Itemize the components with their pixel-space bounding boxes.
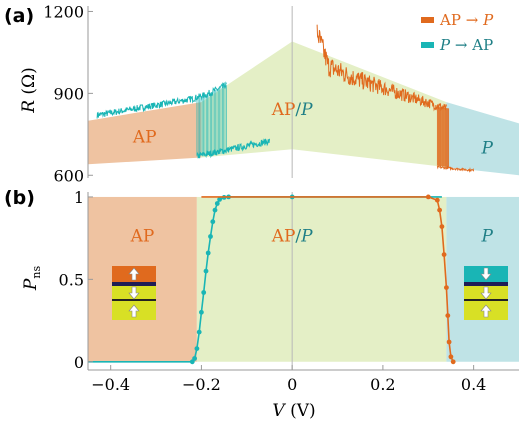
panel-b-xtick-label: 0.4 xyxy=(461,375,486,394)
panel-b-xlabel-unit: (V) xyxy=(290,401,316,421)
series-b-p_to_ap-point xyxy=(217,197,222,202)
panel-b-region-label-p: P xyxy=(481,226,494,246)
panel-b-xtick-label: −0.2 xyxy=(182,375,221,394)
series-b-ap_to_p-point xyxy=(440,224,445,229)
legend-swatch-ap-to-p xyxy=(421,17,434,23)
panel-b-xlabel: V (V) xyxy=(272,401,315,421)
inset-p-stack-barrier xyxy=(464,282,508,286)
panel-a-region-label-ap: AP xyxy=(132,128,157,148)
series-b-ap_to_p-point xyxy=(442,252,447,257)
inset-p-stack xyxy=(464,266,508,320)
panel-a-region-label-mixed-p: P xyxy=(300,100,313,120)
series-b-p_to_ap-point xyxy=(213,208,218,213)
panel-b-xtick-label: 0.2 xyxy=(370,375,395,394)
region-b-mixed xyxy=(197,197,447,362)
panel-a-ylabel-main: R xyxy=(19,100,39,114)
legend-entry-ap-to-p: AP → P xyxy=(439,11,494,29)
series-b-ap_to_p-point xyxy=(426,195,431,200)
panel-a-axes: 600 900 1200 xyxy=(43,2,93,185)
panel-b-ytick-label: 1 xyxy=(74,188,84,207)
series-b-p_to_ap-point xyxy=(201,290,206,295)
panel-b-region-label-mixed-p: P xyxy=(300,226,313,246)
series-b-p_to_ap-point xyxy=(206,251,211,256)
series-b-ap_to_p-point xyxy=(449,354,454,359)
panel-b-xtick-label: −0.4 xyxy=(91,375,130,394)
panel-b-ylabel: Pns xyxy=(21,266,43,292)
legend-swatch-p-to-ap xyxy=(421,42,434,48)
panel-a-legend: AP → P P → AP xyxy=(421,11,494,54)
panel-b-ylabel-main: P xyxy=(21,278,41,291)
legend-ap-to-p-from: AP xyxy=(439,11,461,29)
legend-p-to-ap-to: AP xyxy=(471,36,493,54)
series-b-p_to_ap-point xyxy=(197,330,202,335)
panel-b-region-label-mixed: AP/P xyxy=(271,226,313,246)
series-b-ap_to_p-point xyxy=(444,285,449,290)
panel-a-ytick-label: 1200 xyxy=(43,2,84,21)
series-b-p_to_ap-point xyxy=(199,310,204,315)
panel-b-xlabel-main: V xyxy=(272,401,286,421)
panel-a: (a) R (Ω) 600 900 1200 AP AP/P P AP → P P … xyxy=(4,2,519,185)
series-b-ap_to_p-point xyxy=(437,208,442,213)
panel-b-label: (b) xyxy=(4,187,35,209)
panel-b-ytick-label: 0 xyxy=(74,353,84,372)
legend-ap-to-p-to: P xyxy=(482,11,494,29)
legend-entry-p-to-ap: P → AP xyxy=(439,36,493,54)
series-b-p_to_ap-point xyxy=(195,346,200,351)
panel-b-region-label-ap: AP xyxy=(130,226,155,246)
series-b-p_to_ap-point xyxy=(192,356,197,361)
panel-a-region-label-mixed: AP/P xyxy=(271,100,313,120)
series-b-p_to_ap-point xyxy=(215,201,220,206)
panel-a-region-label-mixed-ap: AP xyxy=(271,100,296,120)
panel-b-region-label-mixed-ap: AP xyxy=(271,226,296,246)
series-b-ap_to_p-point xyxy=(435,198,440,203)
panel-b-xtick-label: 0 xyxy=(287,375,297,394)
panel-a-ytick-label: 900 xyxy=(53,84,84,103)
panel-b: (b) Pns 0 0.5 1 −0.4 −0.2 0 0.2 0.4 AP AP/P P V… xyxy=(4,187,519,421)
inset-ap-stack-barrier xyxy=(112,282,156,286)
panel-b-ytick-label: 0.5 xyxy=(59,270,84,289)
panel-a-ytick-label: 600 xyxy=(53,166,84,185)
inset-ap-stack xyxy=(112,266,156,320)
panel-b-ylabel-sub: ns xyxy=(30,266,43,279)
series-b-ap_to_p-point xyxy=(445,313,450,318)
legend-ap-to-p-arrow: → xyxy=(466,11,479,29)
panel-a-ylabel-unit: (Ω) xyxy=(19,67,39,94)
panel-a-ylabel: R (Ω) xyxy=(19,67,39,114)
panel-a-label: (a) xyxy=(4,5,34,27)
series-b-ap_to_p-point xyxy=(447,340,452,345)
panel-a-region-label-p: P xyxy=(481,138,494,158)
series-b-p_to_ap-point xyxy=(210,219,215,224)
legend-p-to-ap-arrow: → xyxy=(455,36,468,54)
series-b-p_to_ap-point xyxy=(208,234,213,239)
series-b-ap_to_p-point xyxy=(451,359,456,364)
legend-p-to-ap-from: P xyxy=(439,36,451,54)
series-b-p_to_ap-point xyxy=(204,269,209,274)
